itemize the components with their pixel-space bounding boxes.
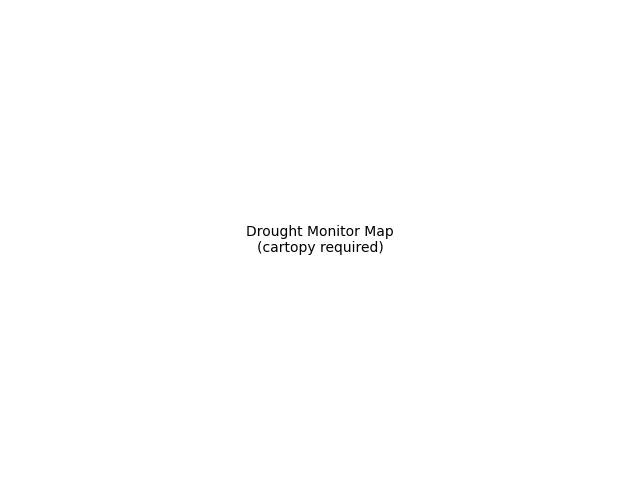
Text: Drought Monitor Map
(cartopy required): Drought Monitor Map (cartopy required)	[246, 225, 394, 255]
